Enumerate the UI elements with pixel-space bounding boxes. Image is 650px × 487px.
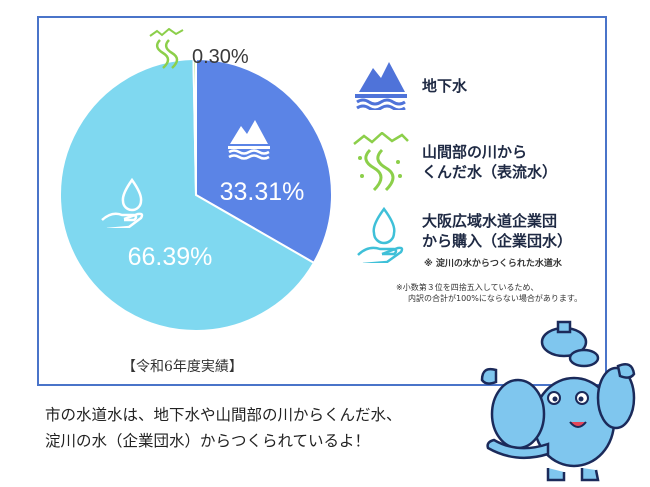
legend-purchased-water-line1: 大阪広域水道企業団 <box>422 212 558 230</box>
pie-slice <box>59 58 316 332</box>
river-small-icon <box>149 28 184 69</box>
legend-purchased-water: 大阪広域水道企業団 から購入（企業団水） <box>422 211 572 251</box>
groundwater-icon <box>355 62 407 110</box>
pie-slice <box>195 57 333 265</box>
groundwater-slice-icon <box>228 120 270 160</box>
legend-surface-water-line2: くんだ水（表流水） <box>422 163 558 181</box>
pie-slice-label: 0.30% <box>192 46 249 68</box>
pie-slice-label: 66.39% <box>128 243 213 271</box>
legend-surface-water-line1: 山間部の川から <box>422 143 528 161</box>
elephant-mascot-icon <box>480 320 636 482</box>
legend-purchased-water-line2: から購入（企業団水） <box>422 232 573 250</box>
pie-slice-label: 33.31% <box>220 178 305 206</box>
footnote: ※小数第３位を四捨五入しているため、 内訳の合計が100%にならない場合がありま… <box>396 282 582 304</box>
caption-line1: 市の水道水は、地下水や山間部の川からくんだ水、 <box>45 406 402 424</box>
hand-droplet-icon <box>357 206 404 263</box>
legend-note: ※ 淀川の水からつくられた水道水 <box>424 259 562 269</box>
river-icon <box>353 132 409 192</box>
footnote-line2: 内訳の合計が100%にならない場合があります。 <box>408 294 583 303</box>
legend-surface-water: 山間部の川から くんだ水（表流水） <box>422 142 557 182</box>
caption: 市の水道水は、地下水や山間部の川からくんだ水、 淀川の水（企業団水）からつくられ… <box>45 402 402 454</box>
legend-groundwater: 地下水 <box>422 76 467 96</box>
hand-droplet-slice-icon <box>101 177 144 228</box>
caption-line2: 淀川の水（企業団水）からつくられているよ！ <box>45 432 371 450</box>
period-label: 【令和6年度実績】 <box>122 359 243 375</box>
legend-groundwater-line: 地下水 <box>422 77 468 95</box>
footnote-line1: ※小数第３位を四捨五入しているため、 <box>396 283 539 292</box>
pie-slice <box>192 57 197 196</box>
